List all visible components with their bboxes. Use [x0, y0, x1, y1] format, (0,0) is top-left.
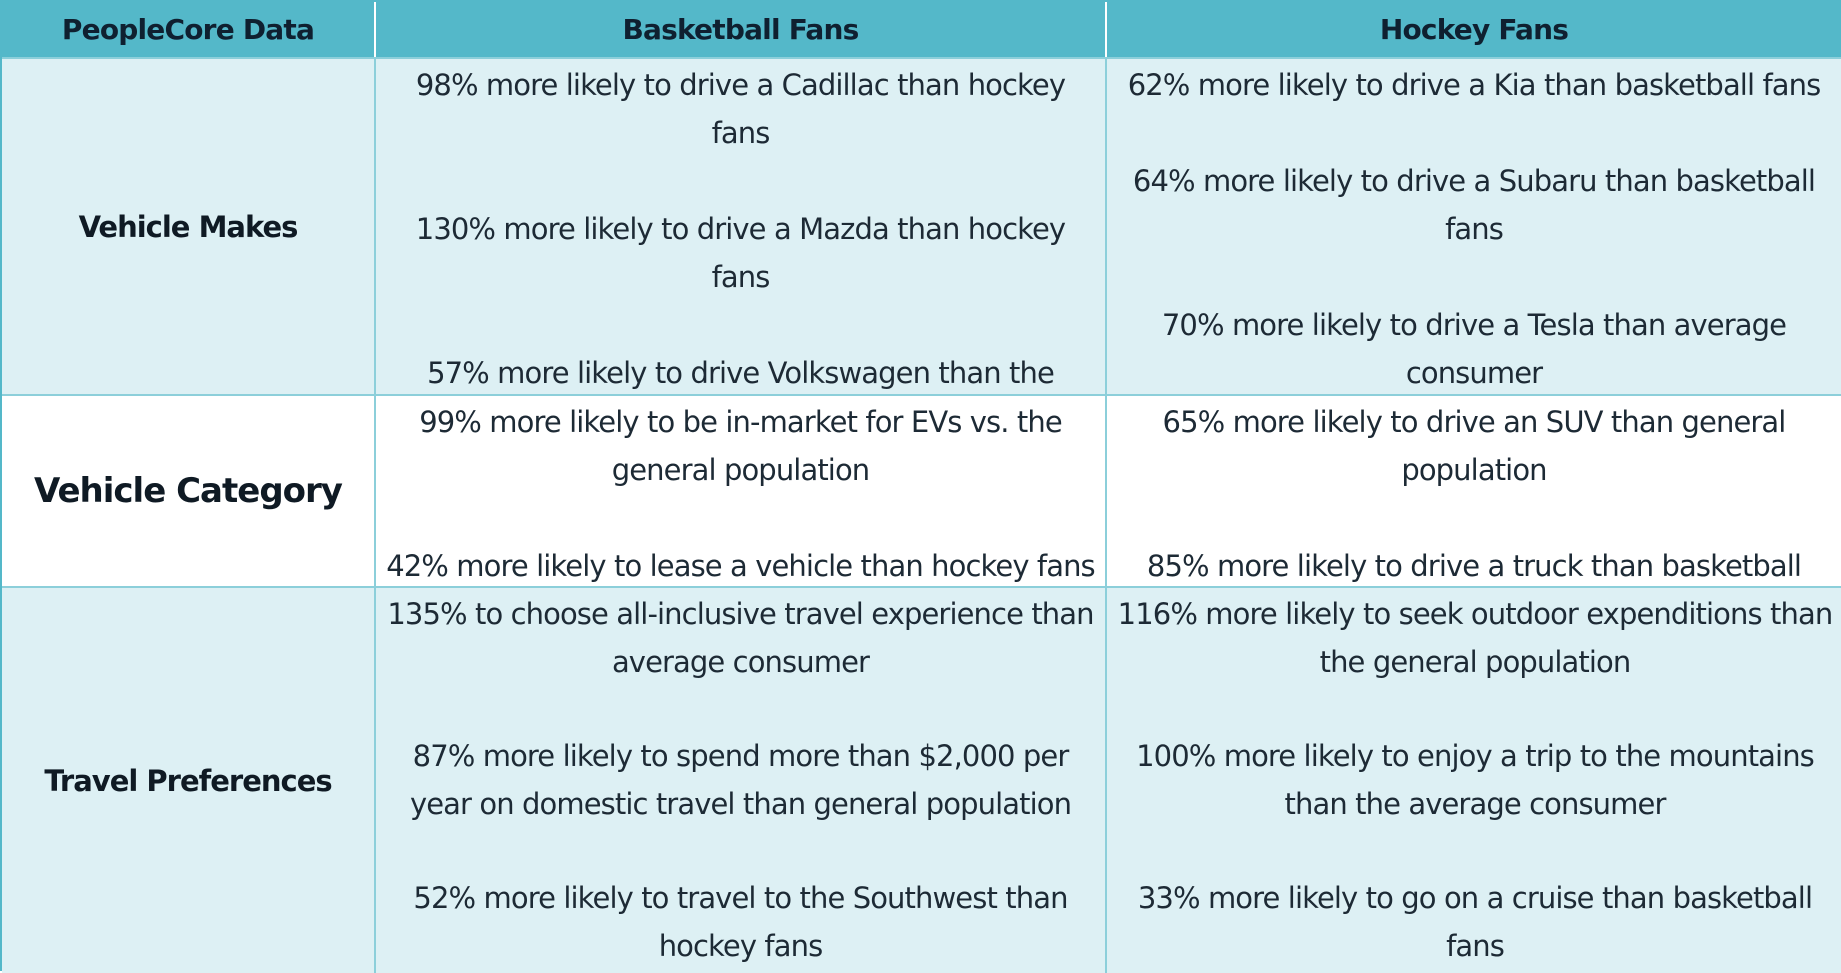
statement: 98% more likely to drive a Cadillac than…: [415, 68, 1066, 150]
cell-vehicle-makes-hockey: 62% more likely to drive a Kia than bask…: [1107, 57, 1841, 394]
row-label-travel-preferences: Travel Preferences: [2, 586, 376, 973]
statement: 135% to choose all-inclusive travel expe…: [387, 597, 1094, 679]
statement: 65% more likely to drive an SUV than gen…: [1162, 405, 1787, 487]
statement: 85% more likely to drive a truck than ba…: [1146, 549, 1802, 583]
cell-travel-preferences-basketball: 135% to choose all-inclusive travel expe…: [376, 586, 1107, 973]
statement: 62% more likely to drive a Kia than bask…: [1127, 68, 1822, 102]
statement: 100% more likely to enjoy a trip to the …: [1136, 739, 1815, 821]
statement: 57% more likely to drive Volkswagen than…: [427, 356, 1055, 390]
header-basketball-fans: Basketball Fans: [376, 2, 1107, 57]
statement: 70% more likely to drive a Tesla than av…: [1161, 308, 1787, 390]
header-hockey-fans: Hockey Fans: [1107, 2, 1841, 57]
statement: 42% more likely to lease a vehicle than …: [386, 549, 1095, 583]
header-peoplecore-data: PeopleCore Data: [2, 2, 376, 57]
cell-vehicle-makes-basketball: 98% more likely to drive a Cadillac than…: [376, 57, 1107, 394]
statement: 130% more likely to drive a Mazda than h…: [415, 212, 1066, 294]
cell-vehicle-category-basketball: 99% more likely to be in-market for EVs …: [376, 394, 1107, 586]
cell-travel-preferences-hockey: 116% more likely to seek outdoor expendi…: [1107, 586, 1841, 973]
cell-vehicle-category-hockey: 65% more likely to drive an SUV than gen…: [1107, 394, 1841, 586]
statement: 33% more likely to go on a cruise than b…: [1137, 881, 1813, 963]
statement: 64% more likely to drive a Subaru than b…: [1132, 164, 1816, 246]
row-label-vehicle-category: Vehicle Category: [2, 394, 376, 586]
statement: 52% more likely to travel to the Southwe…: [413, 881, 1068, 963]
statement: 99% more likely to be in-market for EVs …: [419, 405, 1062, 487]
row-label-vehicle-makes: Vehicle Makes: [2, 57, 376, 394]
statement: 87% more likely to spend more than $2,00…: [409, 739, 1072, 821]
statement: 116% more likely to seek outdoor expendi…: [1117, 597, 1834, 679]
